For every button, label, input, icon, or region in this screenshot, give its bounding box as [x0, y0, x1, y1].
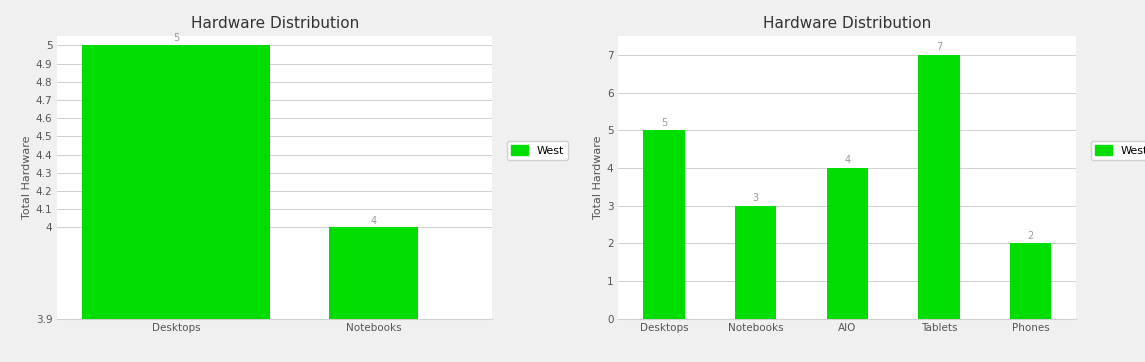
Bar	[1010, 243, 1051, 319]
Bar	[330, 227, 418, 362]
Text: 5: 5	[173, 34, 179, 43]
Text: 4: 4	[371, 216, 377, 226]
Legend: West: West	[1091, 140, 1145, 160]
Text: 2: 2	[1027, 231, 1034, 241]
Y-axis label: Total Hardware: Total Hardware	[22, 136, 32, 219]
Text: 5: 5	[661, 118, 668, 128]
Text: 4: 4	[844, 155, 851, 165]
Bar	[643, 130, 685, 319]
Bar	[82, 45, 270, 362]
Title: Hardware Distribution: Hardware Distribution	[191, 16, 358, 31]
Title: Hardware Distribution: Hardware Distribution	[764, 16, 931, 31]
Y-axis label: Total Hardware: Total Hardware	[593, 136, 602, 219]
Legend: West: West	[506, 140, 568, 160]
Bar	[735, 206, 776, 319]
Text: 3: 3	[752, 193, 759, 203]
Text: 7: 7	[935, 42, 942, 52]
Bar	[827, 168, 868, 319]
Bar	[918, 55, 960, 319]
